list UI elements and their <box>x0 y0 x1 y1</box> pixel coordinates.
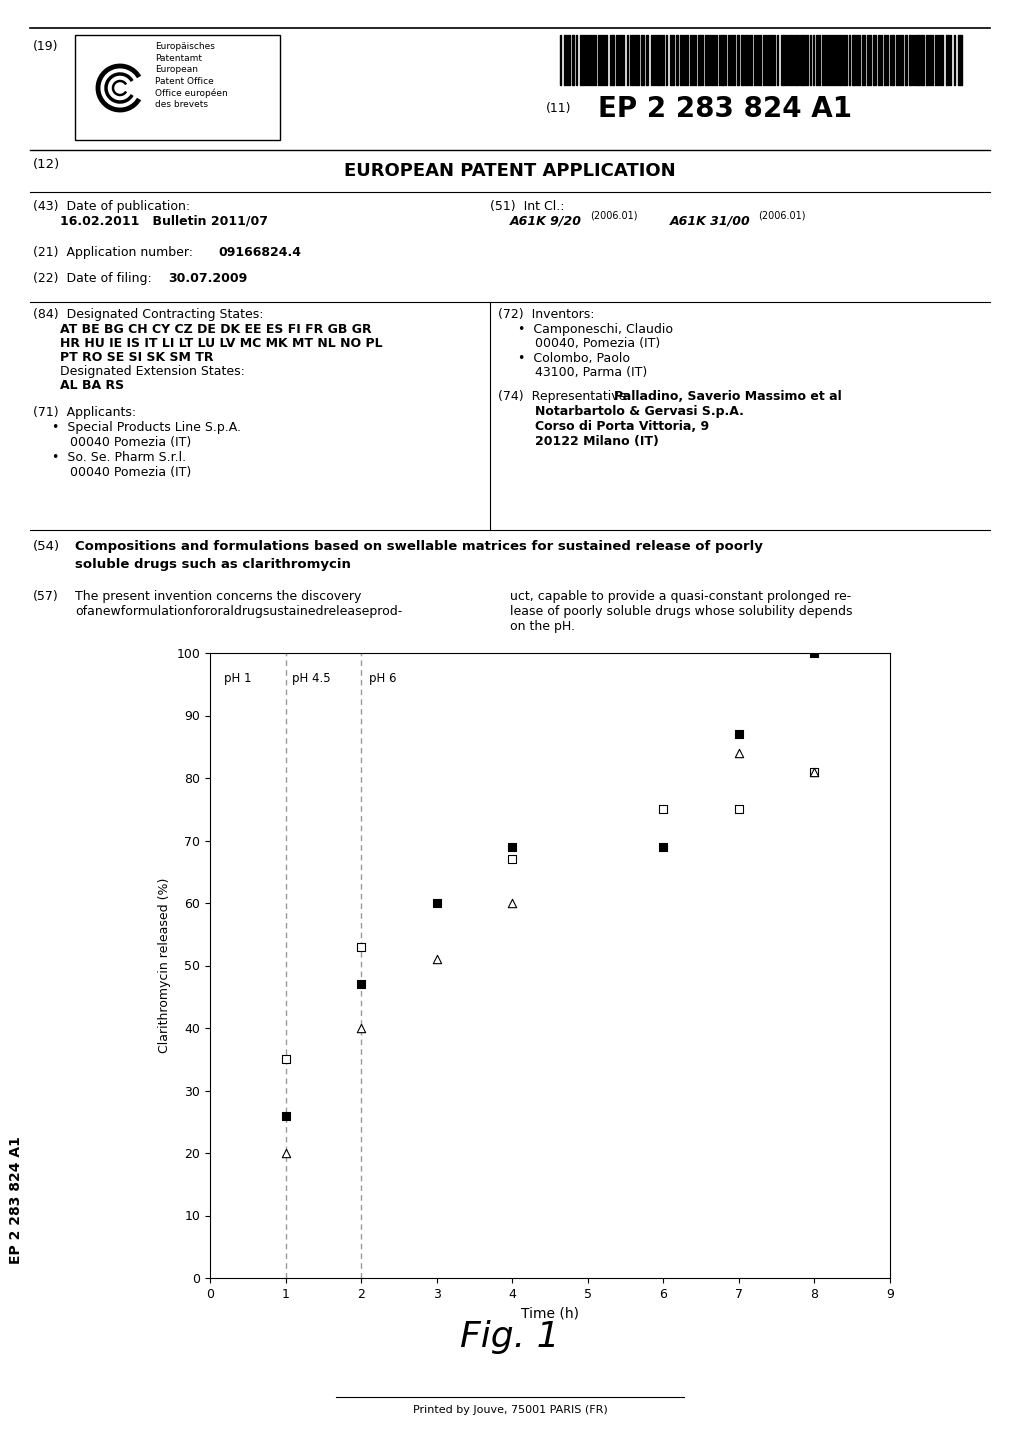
Text: Europäisches
Patentamt: Europäisches Patentamt <box>155 42 215 63</box>
Point <box>353 973 369 996</box>
Text: •  Colombo, Paolo: • Colombo, Paolo <box>518 352 630 365</box>
Text: (11): (11) <box>545 102 571 115</box>
Text: EP 2 283 824 A1: EP 2 283 824 A1 <box>9 1136 23 1264</box>
Point <box>805 761 821 784</box>
Text: (72)  Inventors:: (72) Inventors: <box>497 308 594 321</box>
Text: (54): (54) <box>33 540 60 553</box>
Point <box>503 847 520 870</box>
Point <box>805 761 821 784</box>
Text: (51)  Int Cl.:: (51) Int Cl.: <box>489 200 564 213</box>
Point <box>353 1016 369 1039</box>
Text: European
Patent Office: European Patent Office <box>155 65 214 86</box>
Bar <box>75 35 280 140</box>
Text: AL BA RS: AL BA RS <box>60 379 124 392</box>
Text: Notarbartolo & Gervasi S.p.A.: Notarbartolo & Gervasi S.p.A. <box>535 405 743 418</box>
Text: 00040 Pomezia (IT): 00040 Pomezia (IT) <box>70 437 192 450</box>
Text: Compositions and formulations based on swellable matrices for sustained release : Compositions and formulations based on s… <box>75 540 762 553</box>
Text: 09166824.4: 09166824.4 <box>218 246 301 259</box>
Text: The present invention concerns the discovery: The present invention concerns the disco… <box>75 589 361 602</box>
Text: 00040 Pomezia (IT): 00040 Pomezia (IT) <box>70 465 192 478</box>
Text: soluble drugs such as clarithromycin: soluble drugs such as clarithromycin <box>75 558 351 571</box>
Text: (12): (12) <box>33 159 60 171</box>
Text: A61K 31/00: A61K 31/00 <box>669 215 750 228</box>
Point <box>654 798 671 821</box>
Text: 20122 Milano (IT): 20122 Milano (IT) <box>535 435 658 448</box>
Text: Fig. 1: Fig. 1 <box>460 1320 559 1355</box>
Text: 30.07.2009: 30.07.2009 <box>168 272 247 285</box>
Text: pH 1: pH 1 <box>223 672 251 684</box>
Text: 16.02.2011   Bulletin 2011/07: 16.02.2011 Bulletin 2011/07 <box>60 215 268 228</box>
Text: (2006.01): (2006.01) <box>589 210 637 220</box>
X-axis label: Time (h): Time (h) <box>521 1307 579 1320</box>
Text: (84)  Designated Contracting States:: (84) Designated Contracting States: <box>33 308 263 321</box>
Text: Palladino, Saverio Massimo et al: Palladino, Saverio Massimo et al <box>613 391 841 403</box>
Text: Corso di Porta Vittoria, 9: Corso di Porta Vittoria, 9 <box>535 419 708 432</box>
Text: 43100, Parma (IT): 43100, Parma (IT) <box>535 366 647 379</box>
Text: ofanewformulationfororaldrugsustainedreleaseprod-: ofanewformulationfororaldrugsustainedrel… <box>75 605 401 618</box>
Text: (22)  Date of filing:: (22) Date of filing: <box>33 272 156 285</box>
Text: (19): (19) <box>33 40 58 53</box>
Text: lease of poorly soluble drugs whose solubility depends: lease of poorly soluble drugs whose solu… <box>510 605 852 618</box>
Text: Designated Extension States:: Designated Extension States: <box>60 365 245 378</box>
Point <box>503 836 520 859</box>
Text: (21)  Application number:: (21) Application number: <box>33 246 197 259</box>
Text: (2006.01): (2006.01) <box>757 210 805 220</box>
Text: (43)  Date of publication:: (43) Date of publication: <box>33 200 190 213</box>
Text: •  So. Se. Pharm S.r.l.: • So. Se. Pharm S.r.l. <box>52 451 185 464</box>
Y-axis label: Clarithromycin released (%): Clarithromycin released (%) <box>158 878 170 1053</box>
Point <box>428 948 444 971</box>
Point <box>730 798 746 821</box>
Text: PT RO SE SI SK SM TR: PT RO SE SI SK SM TR <box>60 352 213 365</box>
Point <box>428 892 444 915</box>
Text: uct, capable to provide a quasi-constant prolonged re-: uct, capable to provide a quasi-constant… <box>510 589 851 602</box>
Point <box>654 836 671 859</box>
Text: HR HU IE IS IT LI LT LU LV MC MK MT NL NO PL: HR HU IE IS IT LI LT LU LV MC MK MT NL N… <box>60 337 382 350</box>
Text: (57): (57) <box>33 589 59 602</box>
Text: (74)  Representative:: (74) Representative: <box>497 391 634 403</box>
Text: Office européen
des brevets: Office européen des brevets <box>155 88 227 110</box>
Text: AT BE BG CH CY CZ DE DK EE ES FI FR GB GR: AT BE BG CH CY CZ DE DK EE ES FI FR GB G… <box>60 323 371 336</box>
Point <box>730 723 746 746</box>
Point <box>277 1048 293 1071</box>
Text: 00040, Pomezia (IT): 00040, Pomezia (IT) <box>535 337 659 350</box>
Point <box>503 892 520 915</box>
Text: on the pH.: on the pH. <box>510 620 575 633</box>
Point <box>805 641 821 664</box>
Point <box>277 1104 293 1127</box>
Point <box>277 1141 293 1164</box>
Text: •  Special Products Line S.p.A.: • Special Products Line S.p.A. <box>52 421 240 434</box>
Text: Printed by Jouve, 75001 PARIS (FR): Printed by Jouve, 75001 PARIS (FR) <box>413 1405 606 1415</box>
Text: pH 4.5: pH 4.5 <box>291 672 330 684</box>
Text: pH 6: pH 6 <box>368 672 395 684</box>
Text: A61K 9/20: A61K 9/20 <box>510 215 582 228</box>
Text: EP 2 283 824 A1: EP 2 283 824 A1 <box>597 95 851 122</box>
Text: (71)  Applicants:: (71) Applicants: <box>33 406 136 419</box>
Point <box>730 742 746 765</box>
Text: •  Camponeschi, Claudio: • Camponeschi, Claudio <box>518 323 673 336</box>
Text: EUROPEAN PATENT APPLICATION: EUROPEAN PATENT APPLICATION <box>343 161 676 180</box>
Point <box>353 935 369 958</box>
